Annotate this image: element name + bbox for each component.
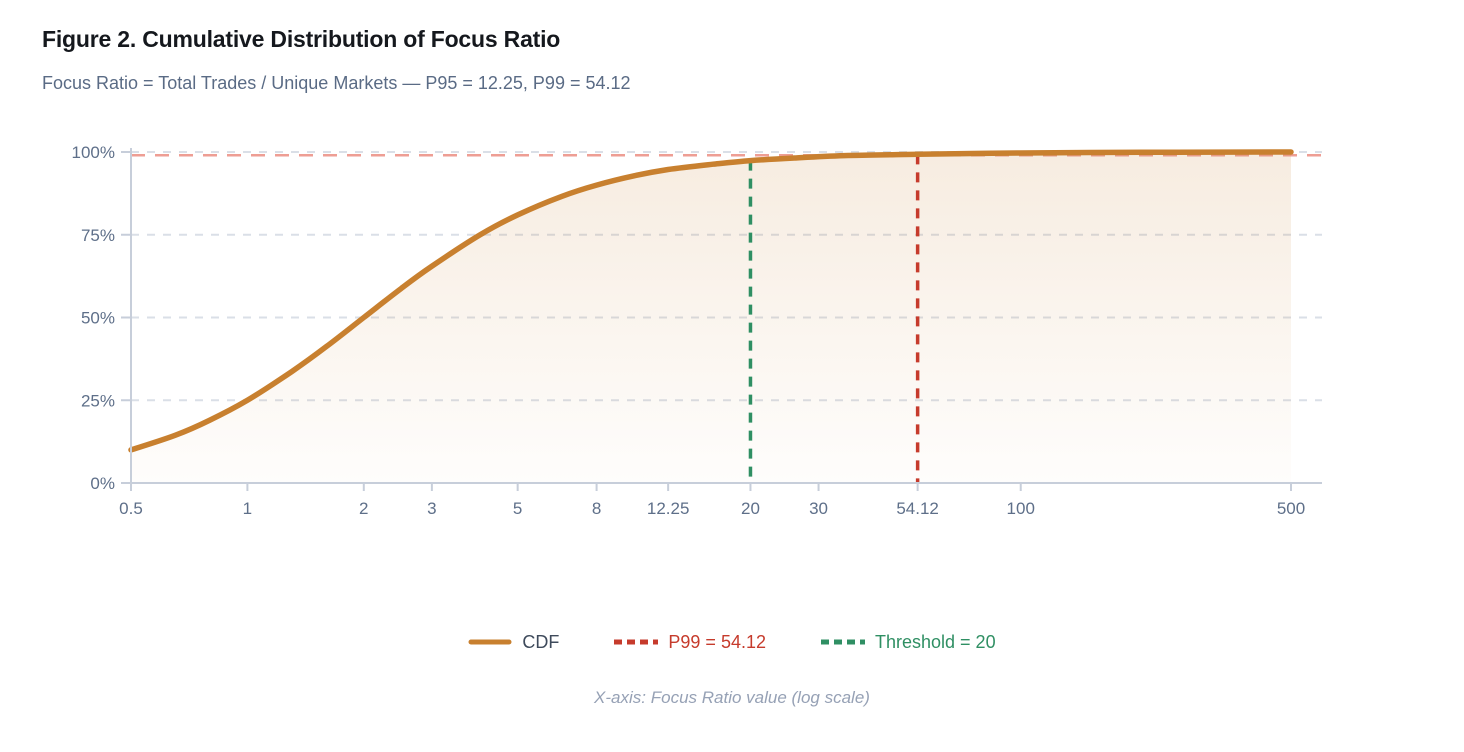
x-tick-label: 3 [427,499,436,518]
x-tick-label: 2 [359,499,368,518]
x-axis-caption: X-axis: Focus Ratio value (log scale) [594,688,870,707]
y-tick-label: 75% [81,226,115,245]
figure-title: Figure 2. Cumulative Distribution of Foc… [42,26,561,52]
y-tick-label: 25% [81,391,115,410]
x-tick-label: 8 [592,499,601,518]
legend-label-p99: P99 = 54.12 [668,632,766,652]
figure-subtitle: Focus Ratio = Total Trades / Unique Mark… [42,73,631,93]
x-tick-label: 1 [243,499,252,518]
cdf-area [131,152,1291,483]
x-tick-label: 20 [741,499,760,518]
x-tick-label: 0.5 [119,499,143,518]
p99-line-swatch [614,639,659,645]
cdf-line [128,149,1294,453]
x-tick-label: 30 [809,499,828,518]
y-tick-label: 50% [81,309,115,328]
legend-item-threshold: Threshold = 20 [821,633,996,651]
chart-legend: CDF P99 = 54.12 Threshold = 20 [0,633,1464,651]
y-tick-label: 100% [72,143,115,162]
y-tick-label: 0% [90,474,115,493]
x-tick-label: 500 [1277,499,1305,518]
x-tick-label: 5 [513,499,522,518]
x-tick-label: 12.25 [647,499,690,518]
x-tick-label: 54.12 [896,499,939,518]
legend-label-cdf: CDF [522,632,560,652]
threshold-line-swatch [821,639,865,645]
cdf-line-swatch [468,639,512,645]
legend-item-p99: P99 = 54.12 [614,633,766,651]
x-tick-label: 100 [1007,499,1035,518]
legend-label-threshold: Threshold = 20 [875,632,996,652]
legend-item-cdf: CDF [468,633,559,651]
